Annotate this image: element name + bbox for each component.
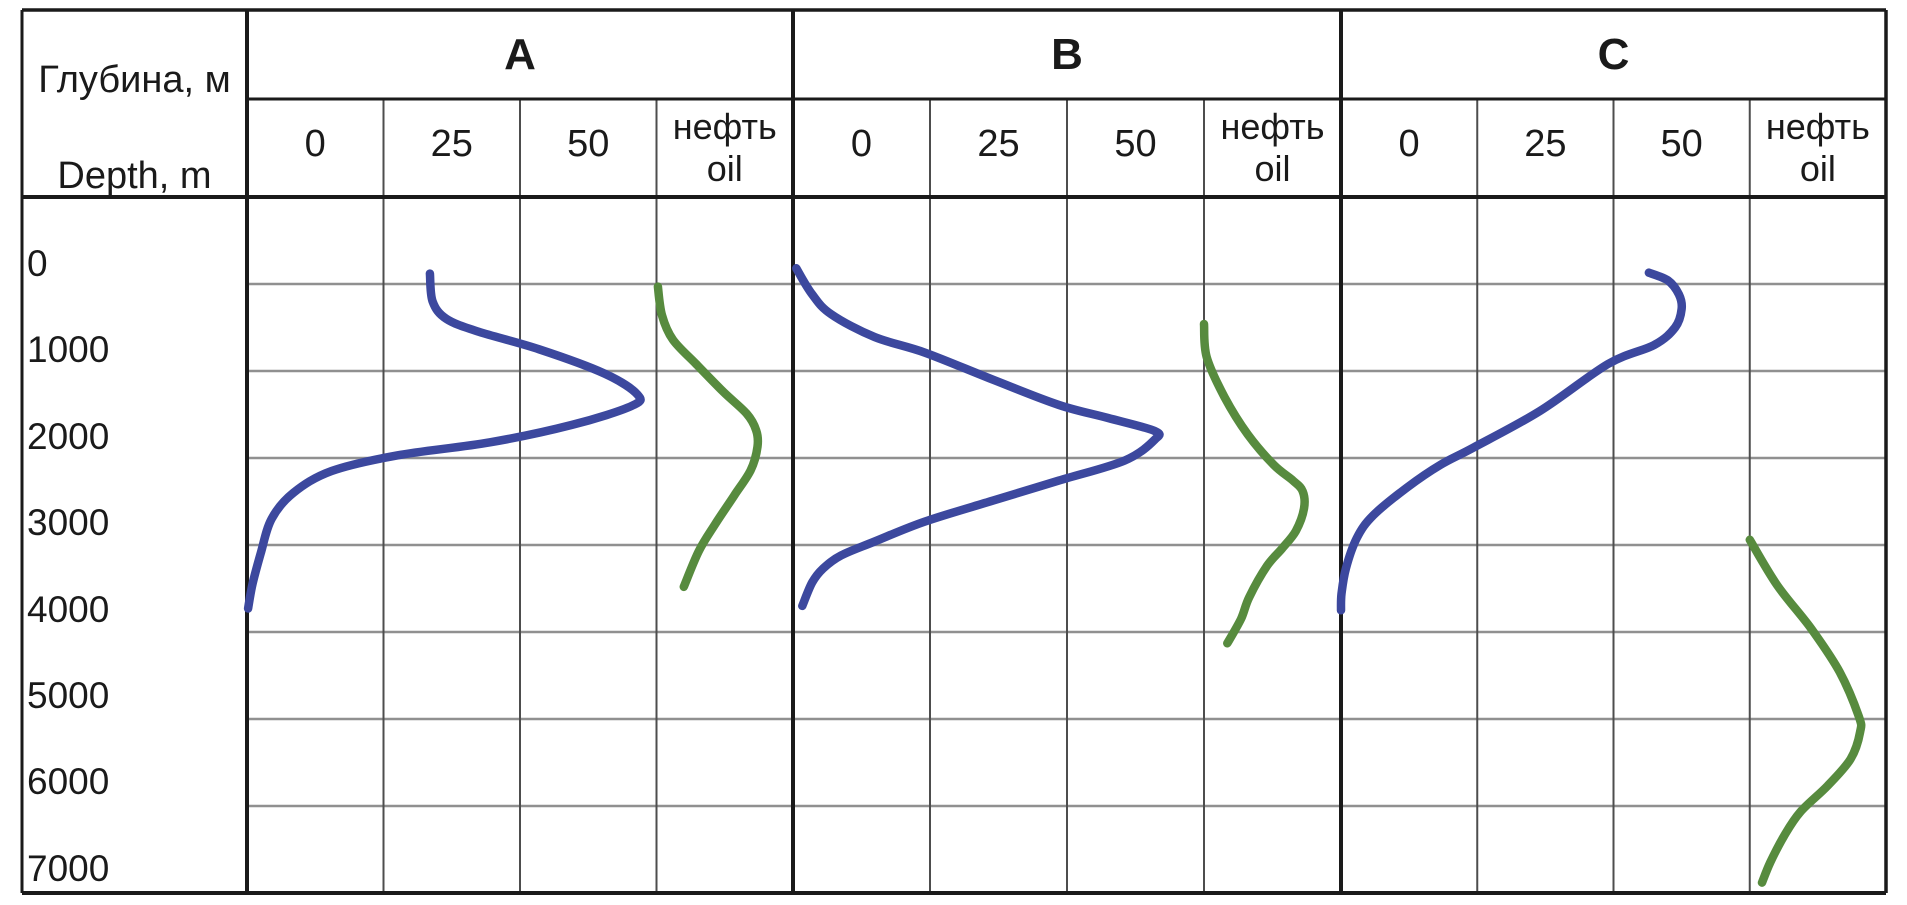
scale-tick-label: 50 (1114, 122, 1157, 165)
oil-label-russian: нефть (1765, 105, 1870, 147)
blue-curve-B (792, 264, 1164, 611)
panel-label-A: A (504, 29, 536, 79)
scale-tick-label: 25 (1524, 122, 1567, 165)
depth-tick-label: 2000 (27, 416, 110, 457)
oil-label-english: oil (706, 148, 743, 189)
oil-column-header: нефть oil (1204, 99, 1341, 197)
oil-label-russian: нефть (672, 105, 777, 147)
blue-curve-C (1336, 268, 1687, 615)
oil-curve-A (653, 282, 763, 592)
depth-axis-title-english: Depth, m (57, 154, 212, 197)
oil-label-english: oil (1799, 148, 1836, 189)
blue-curve-A (243, 269, 645, 613)
depth-tick-label: 7000 (27, 848, 110, 889)
panel-label-B: B (1051, 29, 1083, 79)
oil-column-header: нефть oil (657, 99, 794, 197)
oil-label-russian: нефть (1220, 105, 1325, 147)
scale-tick-label: 0 (850, 122, 873, 165)
panel-label-C: C (1597, 29, 1630, 79)
depth-tick-label: 1000 (27, 329, 110, 370)
oil-label-english: oil (1254, 148, 1291, 189)
scale-tick-label: 50 (1660, 122, 1703, 165)
scale-tick-label: 0 (1398, 122, 1420, 165)
depth-tick-label: 6000 (27, 761, 110, 802)
oil-curve-B (1199, 319, 1309, 648)
depth-tick-label: 0 (27, 243, 48, 284)
scale-tick-label: 25 (430, 122, 473, 165)
oil-column-header: нефть oil (1750, 99, 1886, 197)
depth-tick-label: 5000 (27, 675, 110, 716)
scale-tick-label: 25 (977, 122, 1020, 165)
depth-tick-label: 4000 (27, 589, 110, 630)
scale-tick-label: 0 (304, 122, 326, 165)
depth-tick-label: 3000 (27, 502, 110, 543)
oil-curve-C (1745, 535, 1866, 887)
scale-tick-label: 50 (567, 122, 610, 165)
depth-axis-title-russian: Глубина, м (38, 58, 231, 101)
